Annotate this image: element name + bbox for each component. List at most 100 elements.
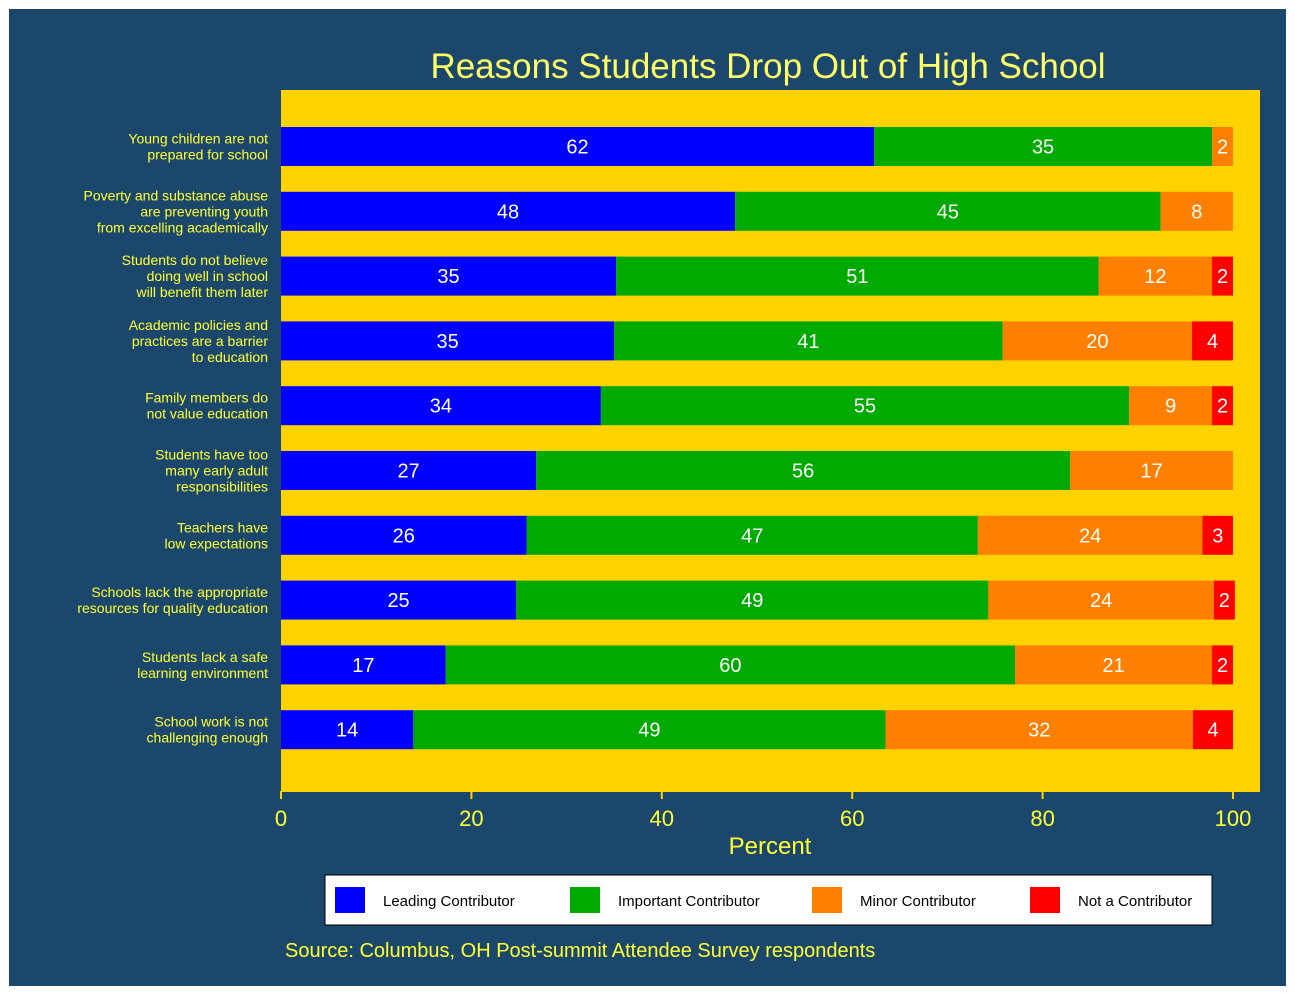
category-label: low expectations <box>164 535 268 551</box>
chart-frame: Reasons Students Drop Out of High School… <box>9 9 1286 986</box>
legend-swatch <box>812 887 842 913</box>
chart-svg: Reasons Students Drop Out of High School… <box>77 47 1260 962</box>
x-tick-label: 100 <box>1215 806 1252 831</box>
bar-value-label: 62 <box>566 137 588 159</box>
category-label: School work is not <box>154 714 268 730</box>
bar-value-label: 60 <box>719 655 741 677</box>
bar-segment <box>614 321 1003 361</box>
bar-segment <box>1002 321 1193 361</box>
category-label: are preventing youth <box>140 203 268 219</box>
bar-value-label: 2 <box>1217 396 1228 418</box>
source-note: Source: Columbus, OH Post-summit Attende… <box>285 940 875 962</box>
bar-segment <box>1202 515 1233 555</box>
bar-segment <box>1212 127 1233 166</box>
bar-value-label: 17 <box>1140 461 1162 483</box>
category-label: Poverty and substance abuse <box>84 187 269 203</box>
category-label: practices are a barrier <box>132 333 269 349</box>
bar-value-label: 2 <box>1219 590 1230 612</box>
bar-value-label: 48 <box>497 201 519 223</box>
bar-segment <box>885 710 1194 750</box>
bar-value-label: 2 <box>1217 266 1228 288</box>
legend-box <box>324 874 1213 926</box>
bar-segment <box>1212 645 1233 685</box>
bar-segment <box>874 127 1213 166</box>
chart-title: Reasons Students Drop Out of High School <box>430 47 1105 86</box>
bar-segment <box>281 580 517 620</box>
bar-segment <box>281 127 875 166</box>
bar-value-label: 4 <box>1207 720 1218 742</box>
category-label: prepared for school <box>147 147 268 163</box>
bar-value-label: 35 <box>437 266 459 288</box>
category-label: Students lack a safe <box>142 649 268 665</box>
category-label: responsibilities <box>176 479 268 495</box>
bar-segment <box>413 710 886 750</box>
legend-label: Important Contributor <box>618 893 760 910</box>
x-axis-title: Percent <box>729 833 812 860</box>
category-label: not value education <box>147 406 268 422</box>
bar-segment <box>1193 710 1233 750</box>
category-label: resources for quality education <box>77 600 268 616</box>
legend-swatch <box>570 887 600 913</box>
category-label: Students do not believe <box>122 252 269 268</box>
x-tick-label: 60 <box>840 806 864 831</box>
category-label: Family members do <box>145 390 268 406</box>
bar-segment <box>1098 256 1213 296</box>
category-label: will benefit them later <box>135 284 268 300</box>
bar-value-label: 3 <box>1212 525 1223 547</box>
bar-value-label: 12 <box>1144 266 1166 288</box>
bar-segment <box>281 645 446 685</box>
bar-segment <box>516 580 989 620</box>
category-label: many early adult <box>165 463 268 479</box>
bar-segment <box>1192 321 1233 361</box>
category-label: Young children are not <box>128 131 268 147</box>
x-tick-label: 40 <box>650 806 674 831</box>
legend-label: Minor Contributor <box>860 893 976 910</box>
bar-segment <box>1212 386 1233 426</box>
bar-value-label: 2 <box>1217 655 1228 677</box>
legend-swatch <box>1030 887 1060 913</box>
bar-segment <box>445 645 1015 685</box>
bar-value-label: 55 <box>854 396 876 418</box>
category-label: learning environment <box>137 665 268 681</box>
bar-segment <box>281 386 601 426</box>
bar-value-label: 35 <box>1032 137 1054 159</box>
bar-value-label: 8 <box>1191 201 1202 223</box>
bar-value-label: 26 <box>393 525 415 547</box>
bar-segment <box>1160 191 1233 231</box>
category-label: doing well in school <box>147 268 268 284</box>
bar-segment <box>281 256 617 296</box>
bar-value-label: 24 <box>1090 590 1112 612</box>
bar-segment <box>536 451 1071 490</box>
legend: Leading Contributor Important Contributor… <box>324 874 1213 926</box>
bar-segment <box>1212 256 1233 296</box>
bar-segment <box>735 191 1161 231</box>
bar-value-label: 25 <box>387 590 409 612</box>
bar-value-label: 9 <box>1165 396 1176 418</box>
bar-value-label: 20 <box>1086 331 1108 353</box>
bar-segment <box>1014 645 1213 685</box>
bar-segment <box>1129 386 1213 426</box>
x-tick-label: 0 <box>275 806 287 831</box>
bar-value-label: 35 <box>436 331 458 353</box>
bar-value-label: 49 <box>638 720 660 742</box>
category-label: Teachers have <box>177 519 268 535</box>
category-label: Schools lack the appropriate <box>91 584 268 600</box>
bar-segment <box>281 451 537 490</box>
x-tick-label: 20 <box>459 806 483 831</box>
bar-value-label: 24 <box>1079 525 1101 547</box>
x-axis-ticks: 0 20 40 60 80 100 <box>275 791 1251 831</box>
bar-value-label: 32 <box>1028 720 1050 742</box>
bar-segment <box>616 256 1099 296</box>
bar-value-label: 49 <box>741 590 763 612</box>
bar-value-label: 14 <box>336 720 358 742</box>
bar-segment <box>988 580 1214 620</box>
category-label: to education <box>192 349 268 365</box>
category-label: from excelling academically <box>97 219 268 235</box>
bar-value-label: 45 <box>937 201 959 223</box>
category-label: challenging enough <box>147 730 268 746</box>
bar-segment <box>1070 451 1233 490</box>
bar-segment <box>600 386 1130 426</box>
bar-segment <box>977 515 1203 555</box>
